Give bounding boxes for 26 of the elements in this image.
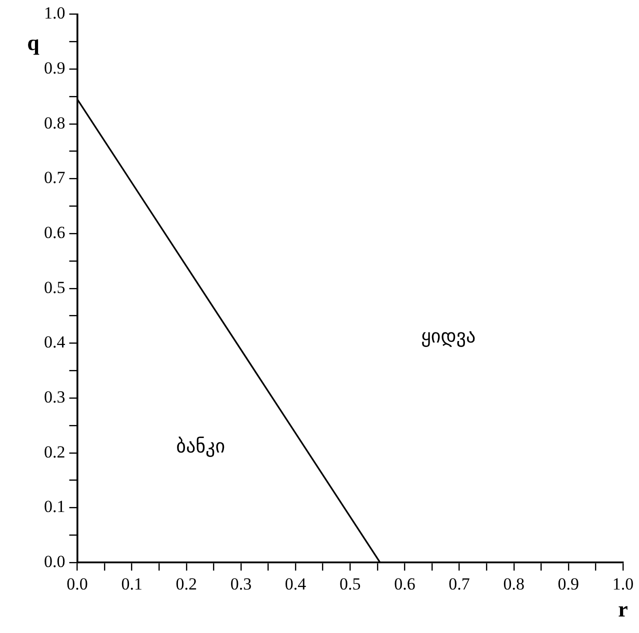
y-axis-title: q [27, 30, 40, 55]
y-tick-label: 0.1 [44, 497, 66, 516]
x-tick-label: 0.8 [503, 574, 524, 594]
x-tick-label: 0.1 [121, 574, 142, 594]
x-tick-label: 0.6 [394, 574, 416, 594]
y-tick-label: 0.3 [44, 388, 66, 407]
y-tick-label: 0.6 [44, 223, 66, 242]
y-tick-label: 0.0 [44, 552, 66, 572]
x-tick-label: 0.0 [66, 574, 88, 594]
x-tick-label: 0.2 [176, 574, 198, 594]
y-tick-label: 0.8 [44, 113, 66, 132]
y-tick-label: 0.2 [44, 442, 66, 462]
y-tick-label: 0.4 [44, 332, 66, 352]
y-tick-label: 0.9 [44, 58, 66, 78]
x-tick-label: 1.0 [612, 574, 634, 594]
y-tick-label: 0.7 [44, 168, 66, 188]
annotation: ყიდვა [421, 326, 476, 348]
y-tick-label: 0.5 [44, 278, 66, 297]
y-tick-label: 1.0 [44, 4, 66, 23]
x-tick-label: 0.7 [448, 574, 470, 594]
x-tick-label: 0.9 [558, 574, 580, 594]
x-tick-label: 0.5 [340, 574, 361, 594]
x-axis-title: r [618, 596, 628, 622]
x-tick-label: 0.3 [230, 574, 252, 594]
x-tick-label: 0.4 [284, 574, 307, 594]
annotation: ბანკი [176, 435, 226, 458]
